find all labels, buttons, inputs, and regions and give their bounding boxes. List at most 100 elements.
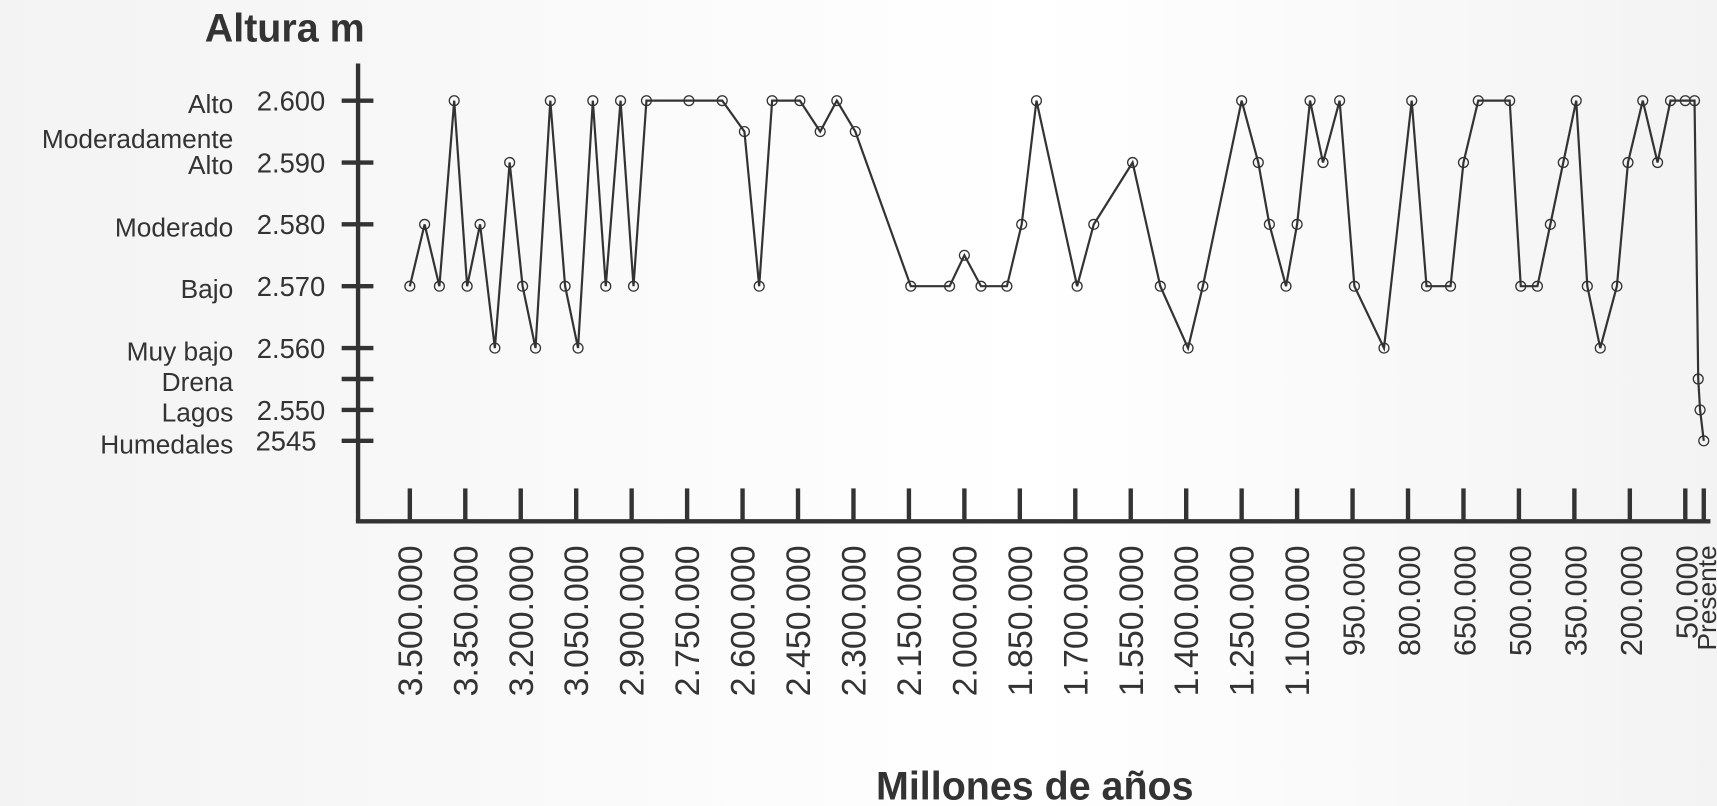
data-point xyxy=(766,95,778,107)
x-tick-label: 1.550.000 xyxy=(1113,545,1151,696)
data-point xyxy=(1698,435,1710,447)
y-tick-label: 2.590 xyxy=(257,147,325,178)
y-tick-label: 2.580 xyxy=(257,209,325,240)
data-point xyxy=(489,342,501,354)
data-point xyxy=(461,280,473,292)
data-point xyxy=(1071,280,1083,292)
y-level-box: Humedales xyxy=(100,429,234,459)
y-tick-label: 2.560 xyxy=(257,333,325,364)
x-tick-label: Presente xyxy=(1692,545,1717,650)
data-point xyxy=(448,95,460,107)
y-tick-label: 2.570 xyxy=(257,271,325,302)
x-tick-label: 200.000 xyxy=(1615,545,1649,656)
y-tick-label: 2.550 xyxy=(257,395,325,426)
x-tick-label: 650.000 xyxy=(1449,545,1483,656)
x-tick-label: 2.000.000 xyxy=(946,545,984,696)
x-tick-label: 1.700.000 xyxy=(1057,545,1095,696)
y-level-name: Humedales xyxy=(100,429,234,459)
data-point xyxy=(905,280,917,292)
y-level-box: Muy bajo xyxy=(126,337,234,366)
data-point xyxy=(1694,404,1706,416)
data-point xyxy=(419,218,431,230)
x-tick-label: 2.600.000 xyxy=(725,545,763,696)
y-axis-title: Altura m xyxy=(205,7,365,51)
y-level-name: Moderado xyxy=(114,213,234,242)
data-point xyxy=(1531,280,1543,292)
x-tick-label: 3.500.000 xyxy=(392,545,430,696)
x-tick-label: 3.350.000 xyxy=(447,545,485,696)
data-point xyxy=(753,280,765,292)
data-point xyxy=(683,95,695,107)
x-tick-label: 1.850.000 xyxy=(1002,545,1040,696)
data-point xyxy=(1688,95,1701,107)
y-level-box: Moderadamente Alto xyxy=(41,125,234,181)
x-tick-label: 800.000 xyxy=(1393,545,1427,656)
data-point xyxy=(1664,95,1677,107)
data-point xyxy=(1378,342,1390,354)
data-point xyxy=(1692,373,1704,385)
y-level-box: Moderado xyxy=(114,213,234,242)
x-tick-label: 3.200.000 xyxy=(503,545,541,696)
data-point xyxy=(1622,156,1634,169)
x-tick-label: 2.450.000 xyxy=(780,545,818,696)
data-point xyxy=(1504,95,1516,107)
data-point xyxy=(1197,280,1209,292)
data-point xyxy=(1457,156,1470,169)
data-point xyxy=(849,125,861,138)
data-point xyxy=(600,280,612,292)
data-point xyxy=(1182,342,1194,354)
y-level-box: Bajo xyxy=(180,275,234,304)
data-point xyxy=(1611,280,1623,292)
data-point xyxy=(1594,342,1606,354)
data-point xyxy=(504,156,516,169)
data-point xyxy=(1472,95,1484,107)
data-point xyxy=(640,95,653,107)
data-point xyxy=(433,280,445,292)
x-tick-label: 2.300.000 xyxy=(836,545,874,696)
data-point xyxy=(474,218,486,230)
y-level-name: Moderadamente Alto xyxy=(41,125,234,181)
y-level-name: Bajo xyxy=(180,275,234,304)
x-tick-label: 3.050.000 xyxy=(558,545,596,696)
x-tick-label: 1.400.000 xyxy=(1168,545,1206,696)
y-level-name: Muy bajo xyxy=(126,337,234,366)
data-point xyxy=(1420,280,1433,292)
data-point xyxy=(1001,280,1013,292)
y-tick-label: 2545 xyxy=(256,426,317,457)
data-point xyxy=(1252,156,1264,169)
data-point xyxy=(1348,280,1360,292)
data-point xyxy=(1570,95,1582,107)
y-level-name: Alto xyxy=(187,89,234,119)
y-level-box: Alto xyxy=(187,89,234,119)
data-point xyxy=(716,95,728,107)
data-point xyxy=(1280,280,1292,292)
data-point xyxy=(958,249,970,261)
x-tick-label: 350.000 xyxy=(1559,545,1593,656)
data-point xyxy=(1637,95,1649,107)
data-point xyxy=(1154,280,1166,292)
data-point xyxy=(529,342,542,354)
data-point xyxy=(627,280,640,292)
data-point xyxy=(404,280,416,292)
data-point xyxy=(1334,95,1346,107)
x-tick-label: 2.150.000 xyxy=(891,545,929,696)
y-level-box: Lagos xyxy=(161,398,234,428)
data-point xyxy=(559,280,571,292)
x-axis-title: Millones de años xyxy=(876,764,1194,806)
data-point xyxy=(975,280,987,292)
y-level-name: Lagos xyxy=(161,398,234,428)
data-point xyxy=(1557,156,1569,169)
data-point xyxy=(1127,156,1139,169)
data-point xyxy=(1515,280,1527,292)
x-tick-label: 950.000 xyxy=(1338,545,1372,656)
data-point xyxy=(1317,156,1329,169)
data-point xyxy=(1651,156,1664,169)
data-point xyxy=(1406,95,1418,107)
data-point xyxy=(544,95,556,107)
data-line xyxy=(408,98,1705,441)
x-tick-label: 2.750.000 xyxy=(669,545,707,696)
data-point xyxy=(1016,218,1028,230)
data-point xyxy=(1030,95,1043,107)
data-point xyxy=(1263,218,1275,230)
